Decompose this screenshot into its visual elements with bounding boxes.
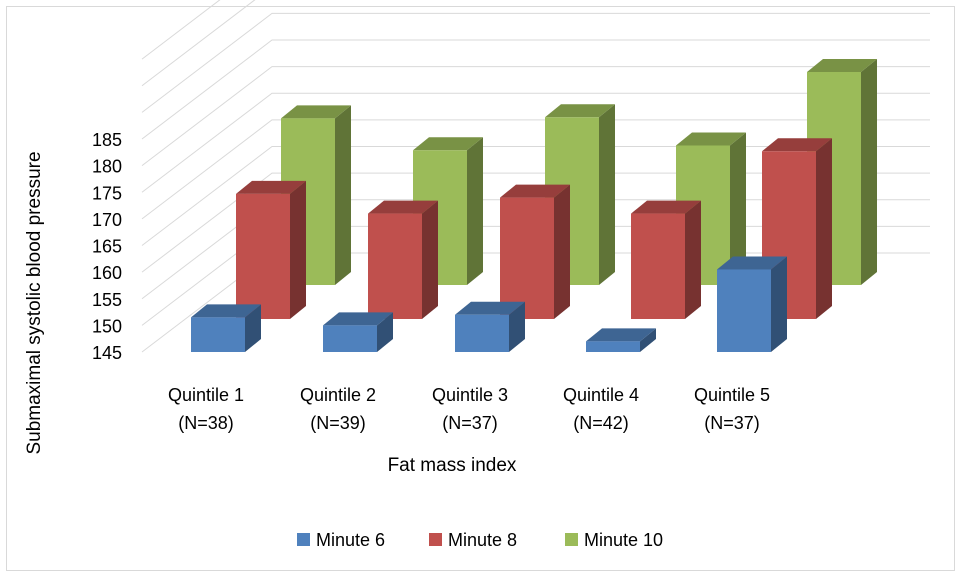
y-tick-label: 170 [92,210,122,230]
legend-label: Minute 6 [316,530,385,550]
y-tick-label: 165 [92,237,122,257]
gridline [141,92,930,193]
x-tick-label: Quintile 1 [168,385,244,405]
legend-swatch [297,533,310,546]
x-axis-ticks: Quintile 1 (N=38) Quintile 2 (N=39) Quintile… [168,385,770,433]
bar-minute-10-3 [545,104,615,285]
y-tick-label: 160 [92,263,122,283]
x-tick-sublabel: (N=42) [573,413,629,433]
x-axis-label: Fat mass index [388,455,517,476]
legend: Minute 6 Minute 8 Minute 10 [297,530,663,550]
y-tick-label: 150 [92,316,122,336]
y-tick-label: 175 [92,183,122,203]
gridline [141,0,256,87]
y-axis-ticks: 145 150 155 160 165 170 175 180 185 [92,130,122,363]
y-tick-label: 145 [92,343,122,363]
gridline [141,119,930,220]
bar-minute-6-4 [586,328,656,352]
gridline [141,0,221,60]
bars [191,59,877,352]
legend-swatch [565,533,578,546]
legend-label: Minute 8 [448,530,517,550]
bar-minute-8-2 [368,200,438,319]
x-tick-label: Quintile 5 [694,385,770,405]
bar-minute-8-3 [500,184,570,319]
bar-minute-8-4 [631,200,701,319]
bar-minute-6-5 [717,256,787,352]
x-tick-label: Quintile 4 [563,385,639,405]
x-tick-sublabel: (N=37) [704,413,760,433]
bar-minute-6-2 [323,312,393,352]
gridline [141,12,930,113]
bar-minute-6-3 [455,301,525,352]
x-tick-label: Quintile 2 [300,385,376,405]
y-tick-label: 155 [92,290,122,310]
bar-minute-8-1 [236,180,306,319]
y-tick-label: 180 [92,157,122,177]
x-tick-label: Quintile 3 [432,385,508,405]
legend-label: Minute 10 [584,530,663,550]
bar-minute-10-2 [413,137,483,285]
y-axis-label: Submaximal systolic blood pressure [24,151,45,454]
x-tick-sublabel: (N=39) [310,413,366,433]
gridline [141,66,930,167]
y-tick-label: 185 [92,130,122,150]
x-tick-sublabel: (N=37) [442,413,498,433]
x-tick-sublabel: (N=38) [178,413,234,433]
legend-swatch [429,533,442,546]
bar-minute-6-1 [191,304,261,352]
gridline [141,39,930,140]
